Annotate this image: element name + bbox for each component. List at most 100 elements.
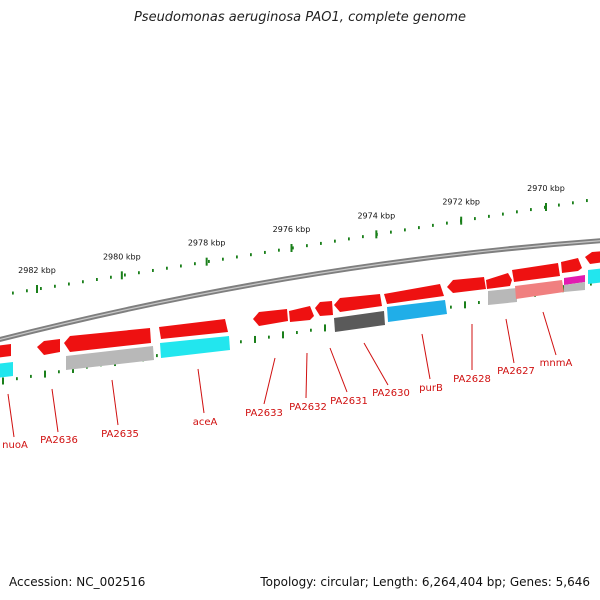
lower-track-tick bbox=[478, 301, 480, 305]
gene-PA2635-feature[interactable] bbox=[66, 346, 154, 370]
lower-track-tick bbox=[450, 305, 452, 309]
gene-mnmA[interactable] bbox=[512, 263, 564, 299]
scale-minor-tick bbox=[40, 287, 42, 291]
scale-minor-tick bbox=[12, 291, 14, 295]
scale-minor-tick bbox=[530, 208, 532, 212]
scale-minor-tick bbox=[208, 259, 210, 263]
gene-PA2633[interactable] bbox=[253, 309, 288, 326]
scale-major-tick bbox=[545, 203, 547, 211]
gene-aceA-feature[interactable] bbox=[160, 336, 230, 358]
genome-summary-text: Topology: circular; Length: 6,264,404 bp… bbox=[260, 575, 590, 589]
scale-minor-tick bbox=[96, 277, 98, 281]
gene-label-aceA[interactable]: aceA bbox=[193, 417, 218, 428]
gene-label-PA2630[interactable]: PA2630 bbox=[372, 388, 410, 399]
gene-label-PA2633[interactable]: PA2633 bbox=[245, 408, 283, 419]
gene-PA2627[interactable] bbox=[486, 273, 517, 305]
scale-minor-tick bbox=[320, 241, 322, 245]
gene-label-PA2631[interactable]: PA2631 bbox=[330, 396, 368, 407]
scale-label: 2978 kbp bbox=[188, 239, 226, 248]
scale-major-tick bbox=[460, 216, 463, 225]
gene-PA2630-cds[interactable] bbox=[334, 294, 382, 312]
lower-track-tick bbox=[72, 365, 74, 373]
gene-PA2631[interactable] bbox=[315, 301, 333, 316]
leader-mnmA bbox=[542, 311, 557, 356]
leader-aceA bbox=[197, 368, 205, 414]
gene-unlabeled-1[interactable] bbox=[561, 258, 585, 292]
gene-PA2628-cds[interactable] bbox=[447, 277, 486, 293]
lower-track-tick bbox=[30, 374, 32, 378]
scale-major-tick bbox=[36, 285, 38, 293]
leader-PA2631 bbox=[329, 347, 348, 393]
scale-minor-tick bbox=[474, 217, 476, 221]
gene-label-mnmA[interactable]: mnmA bbox=[540, 358, 573, 369]
lower-track-tick bbox=[156, 354, 158, 358]
lower-track-tick bbox=[2, 377, 4, 385]
gene-unlabeled-2-cds[interactable] bbox=[585, 251, 600, 264]
gene-PA2628[interactable] bbox=[447, 277, 486, 293]
gene-purB-cds[interactable] bbox=[384, 284, 444, 304]
lower-track-tick bbox=[282, 331, 284, 339]
gene-label-nuoA[interactable]: nuoA bbox=[2, 440, 28, 451]
gene-label-PA2636[interactable]: PA2636 bbox=[40, 435, 78, 446]
scale-minor-tick bbox=[278, 248, 280, 252]
scale-minor-tick bbox=[124, 273, 126, 277]
gene-nuoA[interactable] bbox=[0, 344, 13, 378]
gene-PA2635[interactable] bbox=[64, 328, 154, 370]
gene-label-PA2628[interactable]: PA2628 bbox=[453, 374, 491, 385]
scale-label: 2982 kbp bbox=[18, 266, 56, 275]
scale-major-tick bbox=[290, 244, 293, 252]
gene-unlabeled-2[interactable] bbox=[585, 251, 600, 284]
lower-track-tick bbox=[254, 335, 256, 343]
gene-unlabeled-1-feature-a[interactable] bbox=[564, 275, 585, 285]
leader-nuoA bbox=[7, 393, 15, 438]
gene-purB-feature[interactable] bbox=[387, 300, 447, 322]
lower-track-tick bbox=[44, 370, 46, 378]
gene-nuoA-cds[interactable] bbox=[0, 344, 11, 358]
gene-PA2636[interactable] bbox=[37, 339, 60, 355]
scale-minor-tick bbox=[54, 284, 56, 288]
scale-minor-tick bbox=[488, 214, 490, 218]
leader-PA2632 bbox=[305, 352, 308, 399]
gene-nuoA-feature[interactable] bbox=[0, 362, 13, 378]
scale-minor-tick bbox=[68, 282, 70, 286]
scale-minor-tick bbox=[446, 221, 448, 225]
scale-minor-tick bbox=[236, 255, 238, 259]
gene-mnmA-cds[interactable] bbox=[512, 263, 560, 282]
scale-minor-tick bbox=[82, 280, 84, 284]
gene-unlabeled-2-feature[interactable] bbox=[588, 268, 600, 284]
gene-PA2630[interactable] bbox=[334, 294, 385, 332]
scale-minor-tick bbox=[334, 239, 336, 243]
gene-unlabeled-1-cds[interactable] bbox=[561, 258, 582, 273]
lower-track-tick bbox=[324, 324, 326, 332]
gene-PA2630-feature[interactable] bbox=[334, 311, 385, 332]
gene-PA2636-cds[interactable] bbox=[37, 339, 60, 355]
scale-minor-tick bbox=[26, 289, 28, 293]
gene-PA2627-feature[interactable] bbox=[488, 288, 517, 305]
gene-PA2627-cds[interactable] bbox=[486, 273, 512, 289]
scale-minor-tick bbox=[544, 205, 546, 209]
gene-purB[interactable] bbox=[384, 284, 447, 322]
scale-minor-tick bbox=[432, 223, 434, 227]
lower-track-tick bbox=[268, 335, 270, 339]
gene-PA2632[interactable] bbox=[289, 306, 314, 322]
gene-label-PA2627[interactable]: PA2627 bbox=[497, 366, 535, 377]
gene-label-PA2635[interactable]: PA2635 bbox=[101, 429, 139, 440]
scale-label: 2974 kbp bbox=[357, 211, 395, 220]
gene-PA2631-cds[interactable] bbox=[315, 301, 333, 316]
gene-PA2635-cds[interactable] bbox=[64, 328, 151, 352]
scale-minor-tick bbox=[502, 212, 504, 216]
scale-minor-tick bbox=[306, 244, 308, 248]
gene-label-purB[interactable]: purB bbox=[419, 383, 443, 394]
gene-aceA[interactable] bbox=[159, 319, 230, 358]
gene-PA2632-cds[interactable] bbox=[289, 306, 314, 322]
gene-unlabeled-1-feature-b[interactable] bbox=[564, 282, 585, 292]
gene-label-PA2632[interactable]: PA2632 bbox=[289, 402, 327, 413]
scale-minor-tick bbox=[264, 250, 266, 254]
scale-label: 2976 kbp bbox=[273, 225, 311, 234]
leader-purB bbox=[421, 333, 431, 380]
scale-minor-tick bbox=[362, 235, 364, 239]
gene-mnmA-feature[interactable] bbox=[515, 280, 564, 299]
gene-PA2633-cds[interactable] bbox=[253, 309, 288, 326]
gene-aceA-cds[interactable] bbox=[159, 319, 228, 339]
